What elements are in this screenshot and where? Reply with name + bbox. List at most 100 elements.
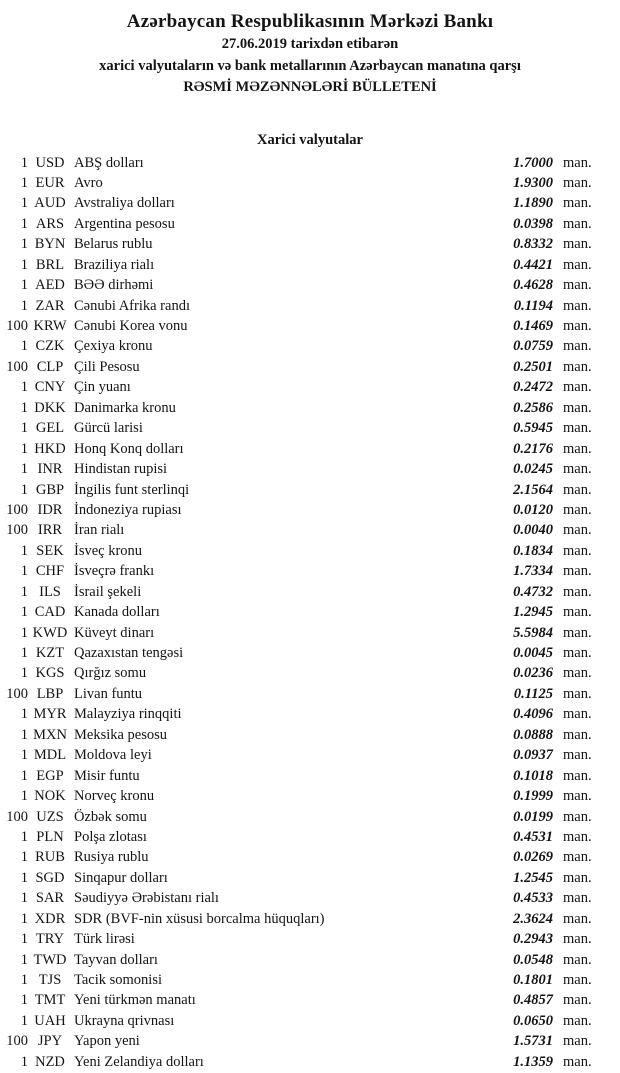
table-row: 1 DKK Danimarka kronu 0.2586 man.	[0, 398, 607, 418]
currency-code-cell: LBP	[36, 685, 64, 702]
unit-label-cell: man.	[563, 481, 592, 498]
currency-code-cell: TJS	[38, 972, 62, 988]
quantity-cell: 1	[20, 399, 28, 416]
currency-code-cell: CZK	[35, 338, 65, 355]
currency-name-cell: Honq Konq dolları	[74, 440, 184, 457]
quantity-cell: 1	[20, 665, 28, 682]
currency-code-cell: AED	[35, 277, 65, 294]
quantity-cell: 1	[20, 726, 28, 743]
rate-value-cell: 0.0398	[513, 215, 553, 232]
currency-name-cell: İsveçrə frankı	[74, 563, 155, 580]
table-row: 1 ZAR Cənubi Afrika randı 0.1194 man.	[0, 296, 607, 316]
currency-code-cell: MXN	[33, 726, 67, 743]
table-row: 1 XDR SDR (BVF-nin xüsusi borcalma hüquq…	[0, 909, 607, 929]
currency-code-cell: EUR	[35, 174, 65, 191]
quantity-cell: 1	[20, 869, 28, 886]
rate-value-cell: 0.0888	[513, 726, 553, 743]
currency-name-cell: SDR (BVF-nin xüsusi borcalma hüquqları)	[74, 910, 325, 927]
currency-code-cell: KRW	[33, 318, 67, 334]
table-row: 1 EGP Misir funtu 0.1018 man.	[0, 766, 607, 786]
currency-name-cell: Avstraliya dolları	[74, 195, 175, 212]
currency-code-cell: CLP	[36, 358, 64, 375]
rate-value-cell: 0.0650	[513, 1012, 553, 1029]
table-row: 1 NZD Yeni Zelandiya dolları 1.1359 man.	[0, 1052, 607, 1072]
currency-code-cell: TMT	[34, 992, 66, 1009]
quantity-cell: 1	[20, 542, 28, 559]
unit-label-cell: man.	[563, 910, 592, 927]
currency-code-cell: UZS	[36, 808, 64, 825]
rate-value-cell: 0.4732	[513, 583, 553, 600]
currency-name-cell: Moldova leyi	[74, 747, 152, 764]
quantity-cell: 1	[20, 379, 28, 396]
currency-code-cell: UAH	[34, 1012, 66, 1029]
quantity-cell: 1	[20, 1012, 28, 1029]
currency-name-cell: Belarus rublu	[74, 236, 153, 253]
unit-label-cell: man.	[563, 501, 592, 518]
table-row: 1 TMT Yeni türkmən manatı 0.4857 man.	[0, 990, 607, 1010]
quantity-cell: 1	[20, 563, 28, 580]
unit-label-cell: man.	[563, 1012, 592, 1029]
unit-label-cell: man.	[563, 624, 592, 641]
table-row: 1 MDL Moldova leyi 0.0937 man.	[0, 745, 607, 765]
currency-code-cell: KGS	[35, 665, 65, 682]
currency-code-cell: SEK	[36, 542, 64, 559]
currency-name-cell: İran rialı	[74, 522, 125, 539]
rate-value-cell: 0.4628	[513, 277, 553, 294]
rates-table: 1 USD ABŞ dolları 1.7000 man. 1 EUR Avro…	[0, 153, 620, 1073]
currency-code-cell: NOK	[34, 788, 66, 805]
table-row: 1 TJS Tacik somonisi 0.1801 man.	[0, 970, 607, 990]
currency-code-cell: RUB	[35, 849, 65, 866]
unit-label-cell: man.	[563, 297, 592, 314]
currency-code-cell: TRY	[35, 931, 65, 948]
currency-name-cell: Norveç kronu	[74, 788, 155, 805]
rate-value-cell: 0.0269	[513, 849, 553, 866]
rate-value-cell: 2.3624	[513, 910, 553, 927]
quantity-cell: 1	[20, 910, 28, 927]
rate-value-cell: 0.0245	[513, 461, 553, 478]
quantity-cell: 100	[6, 808, 28, 825]
section-title-foreign-currencies: Xarici valyutalar	[257, 131, 363, 148]
table-row: 1 HKD Honq Konq dolları 0.2176 man.	[0, 439, 607, 459]
currency-code-cell: SAR	[35, 890, 65, 907]
currency-code-cell: GBP	[35, 481, 65, 498]
unit-label-cell: man.	[563, 379, 592, 396]
table-row: 1 AUD Avstraliya dolları 1.1890 man.	[0, 193, 607, 213]
rate-value-cell: 0.0759	[513, 338, 553, 355]
currency-code-cell: USD	[35, 154, 65, 171]
currency-name-cell: Səudiyyə Ərəbistanı rialı	[74, 890, 219, 907]
rate-value-cell: 1.2945	[513, 604, 553, 621]
currency-code-cell: INR	[37, 461, 63, 478]
quantity-cell: 100	[6, 501, 28, 518]
quantity-cell: 1	[20, 154, 28, 171]
quantity-cell: 1	[20, 788, 28, 805]
unit-label-cell: man.	[563, 399, 592, 416]
bulletin-title-line: RƏSMİ MƏZƏNNƏLƏRİ BÜLLETENİ	[183, 79, 437, 95]
currency-name-cell: İngilis funt sterlinqi	[74, 481, 190, 498]
document-header: Azərbaycan Respublikasının Mərkəzi Bankı…	[0, 0, 620, 99]
rate-value-cell: 0.1469	[513, 318, 553, 334]
unit-label-cell: man.	[563, 869, 592, 886]
quantity-cell: 1	[20, 624, 28, 641]
quantity-cell: 1	[20, 767, 28, 784]
currency-code-cell: SGD	[35, 869, 65, 886]
table-row: 1 MXN Meksika pesosu 0.0888 man.	[0, 725, 607, 745]
table-row: 1 CZK Çexiya kronu 0.0759 man.	[0, 336, 607, 356]
table-row: 100 KRW Cənubi Korea vonu 0.1469 man.	[0, 316, 607, 336]
unit-label-cell: man.	[563, 931, 592, 948]
currency-name-cell: Yeni türkmən manatı	[74, 992, 196, 1009]
currency-name-cell: Tayvan dolları	[74, 951, 158, 968]
unit-label-cell: man.	[563, 256, 592, 273]
unit-label-cell: man.	[563, 685, 592, 702]
rate-value-cell: 0.0548	[513, 951, 553, 968]
currency-name-cell: Meksika pesosu	[74, 726, 168, 743]
currency-name-cell: Küveyt dinarı	[74, 624, 155, 641]
unit-label-cell: man.	[563, 828, 592, 845]
currency-code-cell: PLN	[36, 828, 64, 845]
table-row: 100 CLP Çili Pesosu 0.2501 man.	[0, 357, 607, 377]
quantity-cell: 100	[6, 318, 28, 334]
quantity-cell: 1	[20, 338, 28, 355]
table-row: 1 TRY Türk lirəsi 0.2943 man.	[0, 929, 607, 949]
quantity-cell: 1	[20, 849, 28, 866]
currency-name-cell: Polşa zlotası	[74, 828, 147, 845]
